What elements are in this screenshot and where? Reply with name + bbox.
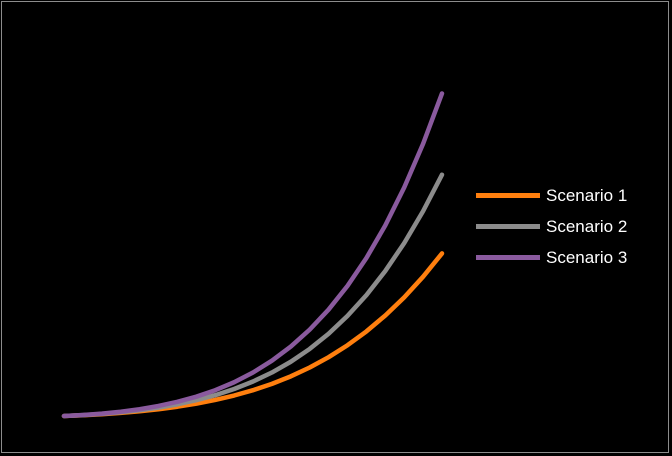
legend-item-scenario-1: Scenario 1: [476, 180, 627, 211]
legend-item-scenario-2: Scenario 2: [476, 211, 627, 242]
legend-label-scenario-1: Scenario 1: [546, 185, 628, 205]
legend-swatch-scenario-1: [476, 193, 540, 198]
legend-label-scenario-2: Scenario 2: [546, 216, 628, 236]
legend-item-scenario-3: Scenario 3: [476, 242, 627, 273]
series-line-1: [61, 251, 445, 419]
legend-label-scenario-3: Scenario 3: [546, 247, 628, 267]
legend-swatch-scenario-2: [476, 224, 540, 229]
legend-swatch-scenario-3: [476, 255, 540, 260]
legend: Scenario 1 Scenario 2 Scenario 3: [476, 180, 627, 273]
series-line-2: [61, 172, 445, 419]
series-line-3: [61, 91, 445, 419]
